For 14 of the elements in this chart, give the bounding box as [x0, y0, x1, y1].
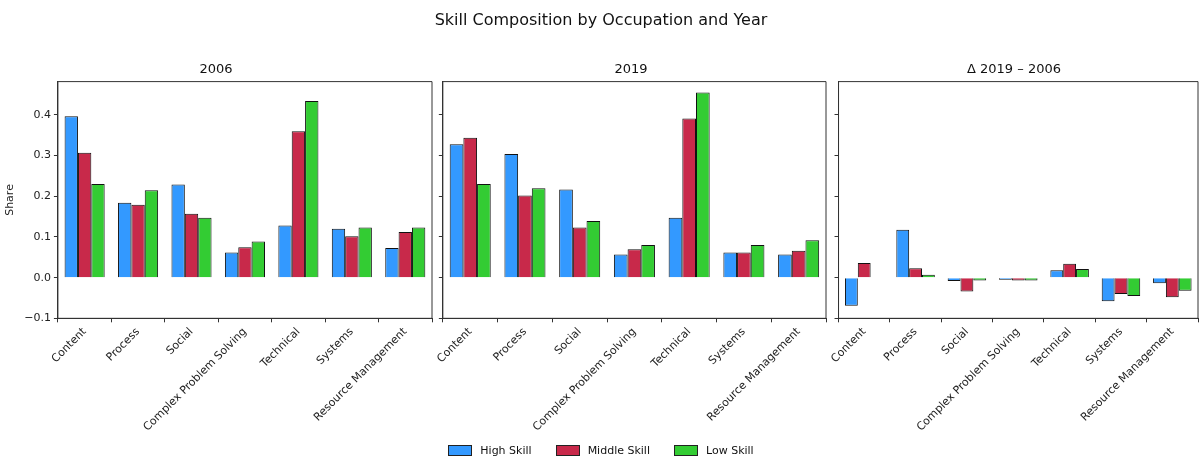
y-tick-label: −0.1 [24, 311, 51, 325]
y-axis-title: Share [3, 183, 17, 216]
legend-label: Low Skill [705, 444, 754, 457]
chart-title: 2019 [614, 61, 648, 77]
chart-title: Δ 2019 – 2006 [967, 61, 1061, 77]
legend-label: High Skill [480, 444, 532, 457]
y-tick-label: 0.0 [33, 270, 51, 284]
chart-title: 2006 [199, 61, 233, 77]
text: Skill Composition by Occupation and Year [433, 10, 769, 29]
y-tick-label: 0.4 [33, 107, 51, 121]
legend-label: Middle Skill [587, 444, 650, 457]
y-tick-label: 0.1 [33, 229, 51, 243]
y-tick-label: 0.3 [33, 148, 51, 162]
y-tick-label: 0.2 [33, 189, 51, 203]
